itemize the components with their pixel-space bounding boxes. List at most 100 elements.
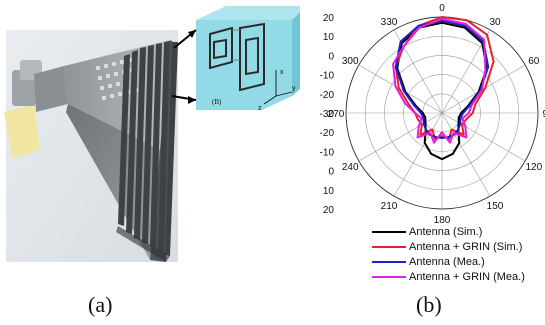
series-layer	[392, 16, 495, 161]
series-point	[441, 135, 443, 137]
series-point	[464, 23, 467, 25]
angle-tick-label: 300	[342, 56, 359, 67]
series-point	[434, 136, 437, 139]
series-point	[462, 133, 465, 136]
series-point	[422, 122, 425, 125]
radial-tick-label: 0	[328, 167, 334, 178]
radial-tick-label: 10	[323, 32, 335, 43]
radial-tick-label: -20	[320, 128, 335, 139]
radial-tick-label: -20	[320, 90, 335, 101]
inset-unit-cell: (B) x y z	[196, 6, 306, 112]
series-point	[457, 121, 460, 124]
series-point	[471, 112, 474, 114]
legend-swatch	[372, 260, 406, 263]
radial-tick-label: -10	[320, 147, 335, 158]
series-point	[465, 136, 468, 139]
polar-chart: 0 30 60 90 120 150 180 210 240 270 300 330 20 10 0 -10…	[320, 3, 545, 226]
inset-axis-x: x	[280, 69, 284, 76]
series-point	[447, 136, 450, 139]
legend-swatch	[372, 230, 406, 233]
series-point	[463, 26, 466, 29]
series-point	[452, 152, 454, 155]
grid-spoke	[441, 112, 491, 197]
legend-label: Antenna + GRIN (Sim.)	[409, 240, 523, 253]
series-point	[404, 102, 406, 104]
foam-support	[4, 104, 40, 158]
antenna-photo: (B) x y z	[4, 6, 306, 262]
series-point	[441, 16, 443, 18]
series-point	[449, 141, 451, 144]
figure-panel-b: 0 30 60 90 120 150 180 210 240 270 300 330 20 10 0 -10…	[300, 0, 545, 290]
series-point	[462, 112, 465, 114]
series-point	[402, 45, 405, 48]
series-point	[441, 21, 443, 24]
series-point	[402, 90, 405, 92]
series-point	[429, 132, 432, 134]
series-point	[417, 24, 420, 27]
series-point	[457, 116, 460, 119]
inset-label: (B)	[212, 98, 222, 106]
legend-swatch	[372, 245, 406, 248]
series-point	[421, 123, 423, 126]
series-point	[422, 117, 425, 119]
series-point	[423, 142, 426, 144]
series-point	[450, 128, 453, 131]
series-point	[481, 89, 483, 91]
series-point	[457, 128, 460, 131]
legend-label: Antenna (Mea.)	[409, 255, 485, 268]
figure-panel-a: (B) x y z	[0, 0, 306, 290]
series-point	[465, 118, 468, 121]
series-point	[407, 103, 410, 105]
grid-spoke	[358, 112, 443, 162]
series-point	[431, 128, 434, 131]
series-point	[465, 19, 468, 22]
caption-a: (a)	[88, 292, 113, 317]
series-point	[484, 87, 487, 89]
series-point	[418, 26, 421, 29]
radial-tick-labels: 20 10 0 -10 -20 -30 -20 -10 0 10 20	[320, 13, 335, 216]
legend-label: Antenna (Sim.)	[409, 225, 483, 238]
legend-item: Antenna (Mea.)	[372, 254, 525, 269]
legend-swatch	[372, 275, 406, 278]
legend-item: Antenna (Sim.)	[372, 224, 525, 239]
angle-tick-label: 30	[489, 17, 501, 28]
radial-tick-label: 10	[323, 186, 335, 197]
series-point	[464, 125, 467, 128]
series-point	[414, 112, 417, 114]
angle-tick-label: 210	[381, 201, 398, 212]
series-point	[474, 103, 477, 105]
series-point	[394, 65, 397, 68]
series-point	[430, 152, 432, 155]
series-point	[419, 112, 422, 114]
chart-legend: Antenna (Sim.) Antenna + GRIN (Sim.) Ant…	[372, 224, 525, 284]
series-point	[459, 117, 462, 119]
legend-label: Antenna + GRIN (Mea.)	[409, 270, 525, 283]
radial-tick-label: 20	[323, 13, 335, 24]
angle-tick-label: 150	[487, 201, 504, 212]
series-point	[441, 158, 443, 160]
series-point	[441, 18, 443, 20]
angle-tick-label: 330	[381, 17, 398, 28]
series-point	[419, 133, 422, 136]
radial-tick-label: 20	[323, 205, 335, 216]
series-point	[441, 19, 443, 22]
series-point	[424, 116, 427, 119]
series-point	[399, 40, 402, 43]
radial-tick-label: -30	[320, 109, 335, 120]
series-point	[421, 112, 424, 114]
series-point	[392, 63, 395, 66]
series-point	[397, 87, 400, 89]
series-point	[441, 131, 443, 134]
series-point	[416, 136, 419, 139]
grid-spoke	[393, 112, 443, 197]
inset-axis-z: z	[258, 105, 262, 112]
series-point	[433, 141, 435, 144]
series-point	[468, 104, 471, 107]
series-point	[484, 68, 487, 71]
angle-tick-label: 0	[439, 3, 445, 14]
legend-item: Antenna + GRIN (Sim.)	[372, 239, 525, 254]
series-point	[416, 118, 419, 121]
series-point	[487, 65, 490, 68]
series-point	[420, 117, 423, 120]
series-point	[467, 112, 470, 114]
